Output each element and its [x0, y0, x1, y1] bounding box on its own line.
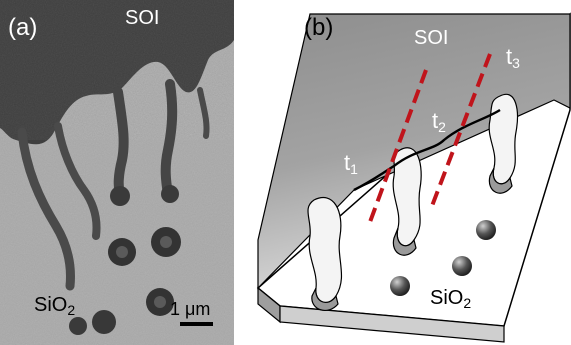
- finger-5: [197, 87, 210, 139]
- soi-label-a: SOI: [125, 7, 160, 29]
- sio2-label-b: SiO2: [430, 287, 472, 311]
- rim-edge: [353, 108, 501, 192]
- droplet-7: [69, 317, 87, 335]
- panel-a-micrograph: (a) SOI SiO2 1 μm: [0, 0, 234, 345]
- finger-2: [54, 122, 101, 240]
- droplet-b-3: [390, 276, 410, 296]
- finger-4: [160, 79, 178, 199]
- schematic-drawing: [256, 12, 571, 343]
- finger-ribbon-2: [392, 147, 422, 256]
- t2-label: t2: [432, 108, 446, 135]
- micrograph-image: [0, 0, 234, 345]
- panel-b-label: (b): [304, 14, 334, 41]
- droplet-6: [92, 310, 116, 334]
- scale-bar-label: 1 μm: [170, 299, 211, 319]
- sio2-label-a: SiO2: [34, 294, 76, 318]
- droplet-1: [110, 186, 130, 206]
- dashed-line-t3: [430, 53, 492, 207]
- panel-a-label: (a): [8, 14, 38, 41]
- finger-1: [17, 127, 75, 291]
- finger-ribbon-1: [307, 197, 343, 312]
- finger-3: [113, 87, 129, 201]
- scale-bar: [180, 322, 213, 326]
- droplet-b-1: [476, 220, 496, 240]
- t3-label: t3: [506, 44, 520, 71]
- t1-label: t1: [344, 150, 358, 177]
- soi-label-b: SOI: [414, 27, 449, 49]
- substrate-front: [279, 305, 505, 343]
- dashed-line-t2: [368, 69, 428, 223]
- droplet-2: [161, 185, 179, 203]
- finger-ribbon-3: [488, 93, 519, 194]
- droplet-b-2: [452, 256, 472, 276]
- panel-b-schematic: (b) SOI t1 t2 t3 SiO2: [244, 0, 571, 345]
